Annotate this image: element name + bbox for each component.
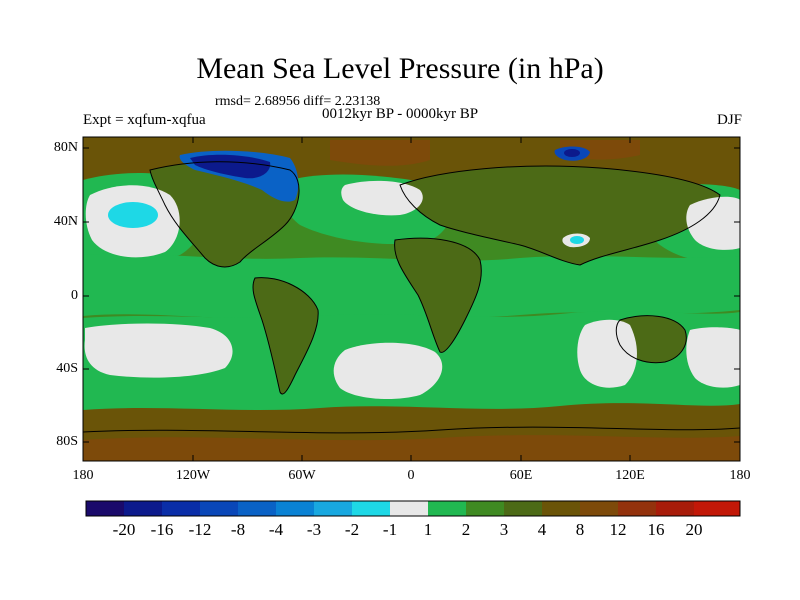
field-antarctic-very-high [83,435,740,461]
lon-label-180e: 180 [729,468,751,483]
period-label: 0012kyr BP - 0000kyr BP [322,106,479,122]
lon-label-60w: 60W [288,468,316,483]
colorbar-swatch-15 [656,501,694,516]
anomaly-siberia-darkblue [564,149,580,157]
colorbar [85,500,741,517]
lon-label-120e: 120E [615,468,645,483]
colorbar-swatch-3 [200,501,238,516]
colorbar-swatch-8 [390,501,428,516]
anomaly-laurentide-darkblue [190,154,271,179]
colorbar-frame [85,500,741,517]
lon-label-0: 0 [407,468,415,483]
field-tropical-low [83,253,740,319]
coastlines [83,161,740,434]
colorbar-label: -2 [344,520,360,539]
near-zero-s-atlantic [333,342,443,400]
lat-label-0: 0 [71,288,78,303]
near-zero-s-pacific [84,323,233,378]
colorbar-label: 8 [575,520,585,539]
colorbar-label: 1 [423,520,433,539]
anomaly-tibet-cyan [570,236,584,244]
lat-label-80n: 80N [53,140,78,155]
colorbar-label: -4 [268,520,284,539]
season-label: DJF [716,112,742,128]
lat-label-40n: 40N [53,214,78,229]
lon-label-120w: 120W [175,468,211,483]
colorbar-swatch-0 [86,501,124,516]
field-north-very-high [330,140,430,166]
pressure-field [83,137,740,461]
lon-label-180w: 180 [72,468,94,483]
experiment-label: Expt = xqfum-xqfua [83,112,206,128]
colorbar-swatch-9 [428,501,466,516]
colorbar-label: 12 [609,520,627,539]
near-zero-nw-pacific [686,196,740,250]
colorbar-swatch-4 [238,501,276,516]
near-zero-n-atlantic [341,180,423,216]
colorbar-label: 16 [647,520,665,539]
colorbar-swatch-13 [580,501,618,516]
colorbar-swatch-14 [618,501,656,516]
colorbar-label: -8 [230,520,246,539]
lon-label-60e: 60E [509,468,533,483]
colorbar-swatch-12 [542,501,580,516]
colorbar-swatch-10 [466,501,504,516]
colorbar-swatch-11 [504,501,542,516]
colorbar-label: -20 [112,520,136,539]
colorbar-swatch-1 [124,501,162,516]
colorbar-swatch-16 [694,501,740,516]
land-africa [394,238,482,353]
plot-title: Mean Sea Level Pressure (in hPa) [196,52,604,85]
colorbar-swatch-2 [162,501,200,516]
lat-ticks [83,147,740,443]
land-south-america [252,277,319,395]
colorbar-label: 20 [685,520,703,539]
lat-label-80s: 80S [56,434,78,449]
colorbar-label: 3 [499,520,509,539]
colorbar-swatch-6 [314,501,352,516]
colorbar-swatch-5 [276,501,314,516]
lat-label-40s: 40S [56,361,78,376]
colorbar-label: -12 [188,520,212,539]
colorbar-label: 2 [461,520,471,539]
colorbar-label: -16 [150,520,174,539]
rmsd-diff-stats: rmsd= 2.68956 diff= 2.23138 [215,94,381,109]
near-zero-s-indian [577,319,637,388]
colorbar-label: -3 [306,520,322,539]
anomaly-n-pacific-cyan [108,202,158,228]
near-zero-regions [84,180,740,400]
colorbar-swatch-7 [352,501,390,516]
near-zero-sw-pacific [686,327,740,388]
colorbar-label: 4 [537,520,547,539]
colorbar-label: -1 [382,520,398,539]
land-eurasia [400,165,720,265]
lon-ticks [192,137,631,461]
